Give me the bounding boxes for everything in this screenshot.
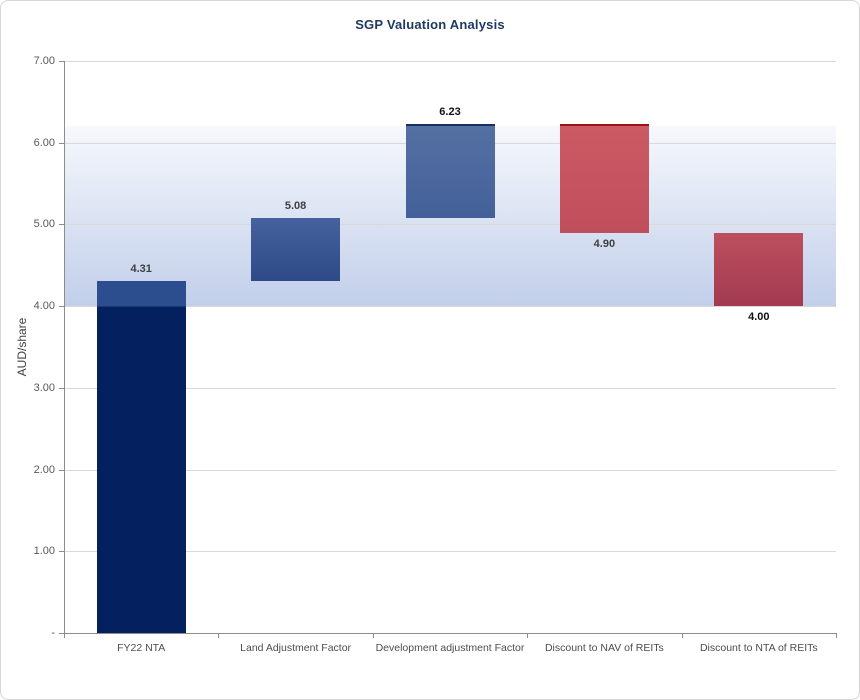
x-axis-line: [64, 633, 837, 634]
y-tick-label: -: [51, 627, 55, 639]
gridline: [64, 388, 836, 389]
category-label: Land Adjustment Factor: [240, 642, 352, 654]
gridline: [64, 306, 836, 307]
bar-value-label: 5.08: [284, 199, 307, 212]
y-axis-tick: [59, 61, 64, 62]
category-label: FY22 NTA: [117, 642, 166, 654]
y-tick-label: 7.00: [33, 55, 55, 67]
category-label: Discount to NAV of REITs: [544, 642, 664, 654]
y-axis-tick: [59, 306, 64, 307]
x-axis-tick: [682, 633, 683, 638]
y-axis-line: [64, 61, 65, 633]
x-axis-tick: [836, 633, 837, 638]
bar-fy22-nta: [96, 280, 186, 633]
bar-development-adjustment-factor: [405, 123, 495, 218]
y-tick-label: 3.00: [33, 381, 55, 394]
chart-title: SGP Valuation Analysis: [355, 17, 505, 32]
y-tick-label: 2.00: [33, 463, 55, 476]
x-axis-tick: [218, 633, 219, 638]
y-axis-tick: [59, 224, 64, 225]
x-axis-tick: [527, 633, 528, 638]
y-tick-label: 1.00: [33, 545, 55, 558]
bar-value-label: 4.90: [593, 237, 616, 250]
gridline: [64, 470, 836, 471]
y-axis-tick: [59, 551, 64, 552]
y-axis-tick: [59, 633, 64, 634]
x-axis-tick: [64, 633, 65, 638]
bar-discount-to-nta-of-reits: [714, 232, 804, 307]
y-axis-tick: [59, 470, 64, 471]
category-label: Development adjustment Factor: [375, 642, 525, 654]
y-tick-label: 5.00: [33, 218, 55, 231]
bar-value-label: 6.23: [439, 105, 461, 118]
y-tick-label: 4.00: [33, 300, 55, 313]
bar-value-label: 4.31: [130, 262, 152, 275]
category-label: Discount to NTA of REITs: [699, 642, 818, 654]
gridline: [64, 224, 836, 225]
bar-value-label: 4.00: [748, 311, 770, 324]
y-tick-label: 6.00: [33, 136, 55, 149]
gridline: [64, 551, 836, 552]
y-axis-tick: [59, 143, 64, 144]
bar-discount-to-nav-of-reits: [559, 123, 649, 233]
x-axis-tick: [373, 633, 374, 638]
bar-land-adjustment-factor: [251, 217, 341, 281]
y-axis-tick: [59, 388, 64, 389]
gridline: [64, 61, 836, 62]
